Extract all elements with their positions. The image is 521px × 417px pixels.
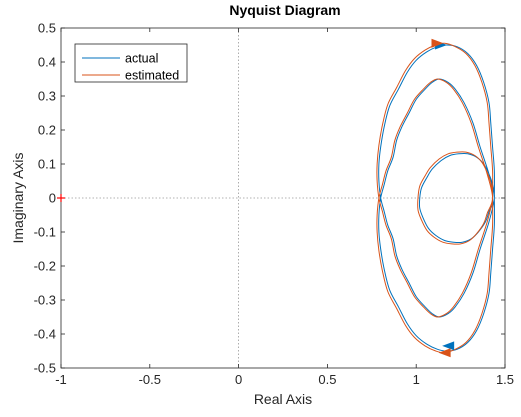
series-line-actual xyxy=(378,44,495,352)
y-tick-label: 0.4 xyxy=(38,55,56,70)
y-tick-label: -0.1 xyxy=(34,225,56,240)
y-tick-label: 0.5 xyxy=(38,21,56,36)
axis-ticks xyxy=(60,27,506,369)
critical-point-layer xyxy=(57,194,65,202)
y-tick-label: 0.3 xyxy=(38,89,56,104)
x-axis-label: Real Axis xyxy=(254,391,312,407)
legend-label-actual: actual xyxy=(125,52,158,66)
legend-box xyxy=(74,43,188,83)
chart-title: Nyquist Diagram xyxy=(229,2,340,18)
direction-arrows xyxy=(431,38,455,358)
x-tick-label: -1 xyxy=(55,372,67,387)
direction-arrow-estimated xyxy=(431,38,444,48)
series-layer xyxy=(376,42,495,354)
direction-arrow-actual xyxy=(442,341,455,351)
x-tick-label: 1.5 xyxy=(496,372,514,387)
direction-arrow-estimated xyxy=(438,348,451,358)
y-tick-label: -0.5 xyxy=(34,361,56,376)
x-tick-label: 0.5 xyxy=(318,372,336,387)
y-tick-label: 0.2 xyxy=(38,123,56,138)
x-tick-label: 0 xyxy=(235,372,242,387)
legend: actual estimated xyxy=(74,43,188,83)
y-tick-label: -0.3 xyxy=(34,293,56,308)
x-tick-label: 1 xyxy=(413,372,420,387)
y-axis-label: Imaginary Axis xyxy=(10,152,26,243)
y-tick-label: -0.2 xyxy=(34,259,56,274)
series-line-estimated xyxy=(376,42,494,354)
legend-label-estimated: estimated xyxy=(125,69,179,83)
zero-lines xyxy=(61,28,505,368)
x-tick-label: -0.5 xyxy=(139,372,161,387)
y-tick-label: 0.1 xyxy=(38,157,56,172)
axis-tick-labels: -1 -0.5 0 0.5 1 1.5-0.5-0.4-0.3-0.2-0.100.10.… xyxy=(34,21,514,388)
legend-entries: actual estimated xyxy=(82,52,179,83)
y-tick-label: 0 xyxy=(49,191,56,206)
y-tick-label: -0.4 xyxy=(34,327,56,342)
